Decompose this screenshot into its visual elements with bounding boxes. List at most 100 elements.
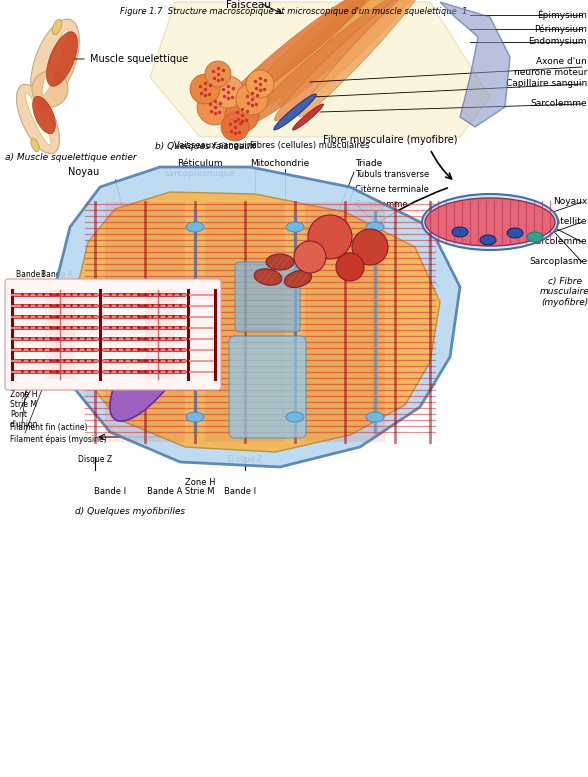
Text: Cellule satellite: Cellule satellite bbox=[516, 218, 587, 227]
Ellipse shape bbox=[527, 232, 543, 242]
Circle shape bbox=[336, 253, 364, 281]
Text: Sarcolemme: Sarcolemme bbox=[530, 238, 587, 246]
Ellipse shape bbox=[32, 96, 55, 134]
Ellipse shape bbox=[31, 138, 39, 152]
Ellipse shape bbox=[285, 270, 312, 287]
Text: d) Quelques myofibrilles: d) Quelques myofibrilles bbox=[75, 507, 185, 516]
Text: Muscle squelettique: Muscle squelettique bbox=[75, 54, 188, 64]
Ellipse shape bbox=[31, 19, 79, 105]
Polygon shape bbox=[75, 192, 440, 452]
Text: Sarcoplasme: Sarcoplasme bbox=[529, 257, 587, 267]
Text: Bande A: Bande A bbox=[41, 270, 73, 279]
Text: c) Fibre
musculaire
(myofibre): c) Fibre musculaire (myofibre) bbox=[540, 277, 588, 307]
Text: b) Quelques faisceaux: b) Quelques faisceaux bbox=[155, 142, 256, 151]
Text: a) Muscle squelettique entier: a) Muscle squelettique entier bbox=[5, 153, 136, 162]
Text: Fibres (cellules) musculaires: Fibres (cellules) musculaires bbox=[250, 141, 370, 150]
Circle shape bbox=[190, 74, 220, 104]
Text: Pont
d'union: Pont d'union bbox=[10, 410, 38, 430]
Ellipse shape bbox=[219, 0, 371, 113]
Text: Figure 1.7  Structure macroscopique et microscopique d'un muscle squelettique  1: Figure 1.7 Structure macroscopique et mi… bbox=[121, 7, 467, 16]
Text: Citèrne terminale: Citèrne terminale bbox=[355, 185, 429, 194]
Text: Zone H: Zone H bbox=[185, 478, 215, 487]
Ellipse shape bbox=[186, 222, 204, 232]
Circle shape bbox=[246, 70, 274, 98]
Ellipse shape bbox=[42, 29, 68, 95]
Text: Triade: Triade bbox=[355, 159, 382, 168]
Circle shape bbox=[221, 113, 249, 141]
Ellipse shape bbox=[232, 0, 389, 118]
Text: Bande I: Bande I bbox=[94, 487, 126, 496]
Text: Périmysium: Périmysium bbox=[534, 24, 587, 33]
Text: Tubuls transverse: Tubuls transverse bbox=[355, 170, 429, 179]
Ellipse shape bbox=[52, 19, 62, 34]
Text: Zone H: Zone H bbox=[10, 390, 38, 399]
Ellipse shape bbox=[110, 303, 200, 421]
Ellipse shape bbox=[248, 0, 402, 124]
Text: Bande A: Bande A bbox=[148, 487, 183, 496]
FancyBboxPatch shape bbox=[5, 279, 221, 390]
Text: Épimysium: Épimysium bbox=[537, 10, 587, 20]
Ellipse shape bbox=[422, 194, 558, 250]
Bar bbox=[105, 202, 185, 442]
Text: Disque Z: Disque Z bbox=[198, 390, 232, 399]
Circle shape bbox=[197, 89, 233, 125]
Circle shape bbox=[236, 83, 268, 115]
Text: Bande I: Bande I bbox=[15, 270, 45, 279]
Bar bbox=[45, 290, 75, 379]
Text: Strie M: Strie M bbox=[10, 400, 37, 409]
Ellipse shape bbox=[46, 32, 78, 86]
Ellipse shape bbox=[452, 227, 468, 237]
FancyBboxPatch shape bbox=[229, 336, 306, 438]
Text: Faisceau: Faisceau bbox=[226, 0, 270, 10]
Text: Strie M: Strie M bbox=[185, 487, 215, 496]
Text: Capillaire sanguin: Capillaire sanguin bbox=[506, 79, 587, 89]
Text: Mitochondrie: Mitochondrie bbox=[250, 159, 310, 168]
Polygon shape bbox=[440, 2, 510, 127]
FancyBboxPatch shape bbox=[235, 262, 300, 332]
Text: Sarcolemme: Sarcolemme bbox=[530, 99, 587, 109]
Polygon shape bbox=[150, 2, 490, 137]
Ellipse shape bbox=[275, 0, 416, 121]
Circle shape bbox=[294, 241, 326, 273]
Ellipse shape bbox=[279, 0, 417, 106]
Text: Disque Z: Disque Z bbox=[228, 455, 262, 464]
Text: Sarcomère: Sarcomère bbox=[147, 425, 193, 434]
Ellipse shape bbox=[186, 412, 204, 422]
Text: Endomysium: Endomysium bbox=[529, 37, 587, 47]
Text: Réticulum
sarcoplasmique: Réticulum sarcoplasmique bbox=[165, 159, 236, 179]
Text: Bande I: Bande I bbox=[224, 487, 256, 496]
Circle shape bbox=[205, 61, 231, 87]
Ellipse shape bbox=[286, 412, 304, 422]
Ellipse shape bbox=[293, 104, 323, 130]
Text: Sarcolemme: Sarcolemme bbox=[355, 200, 407, 209]
Circle shape bbox=[352, 229, 388, 265]
Ellipse shape bbox=[286, 222, 304, 232]
Text: Vaisseaux sanguins: Vaisseaux sanguins bbox=[173, 141, 256, 150]
Bar bbox=[205, 202, 285, 442]
Ellipse shape bbox=[299, 0, 426, 117]
Ellipse shape bbox=[254, 269, 282, 285]
Ellipse shape bbox=[366, 222, 384, 232]
Ellipse shape bbox=[366, 412, 384, 422]
Text: Noyau: Noyau bbox=[68, 167, 99, 177]
Text: Filament fin (actine): Filament fin (actine) bbox=[10, 423, 88, 432]
Text: Fibre musculaire (myofibre): Fibre musculaire (myofibre) bbox=[323, 135, 457, 145]
Bar bbox=[305, 202, 385, 442]
Text: Disque Z: Disque Z bbox=[78, 455, 112, 464]
Circle shape bbox=[225, 98, 259, 132]
Ellipse shape bbox=[266, 254, 294, 270]
Circle shape bbox=[32, 71, 68, 107]
Ellipse shape bbox=[274, 94, 316, 130]
Polygon shape bbox=[55, 167, 460, 467]
Ellipse shape bbox=[425, 198, 555, 246]
Ellipse shape bbox=[25, 92, 51, 145]
Text: Myofibrille: Myofibrille bbox=[430, 217, 474, 226]
Text: Disque Z: Disque Z bbox=[83, 390, 117, 399]
Text: e) Filaments épais et fins (myofilaments): e) Filaments épais et fins (myofilaments… bbox=[225, 282, 397, 291]
Ellipse shape bbox=[256, 0, 404, 110]
Circle shape bbox=[308, 215, 352, 259]
Ellipse shape bbox=[507, 228, 523, 238]
Circle shape bbox=[212, 76, 244, 108]
Ellipse shape bbox=[16, 85, 59, 154]
Text: Noyaux: Noyaux bbox=[553, 197, 587, 207]
